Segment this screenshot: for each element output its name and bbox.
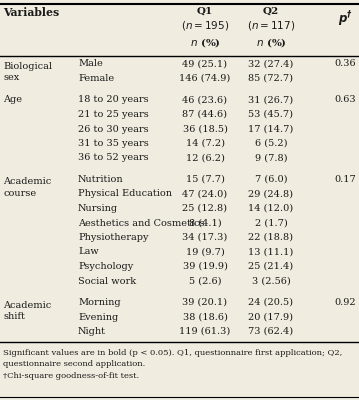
Text: 36 to 52 years: 36 to 52 years (78, 154, 149, 162)
Text: 39 (20.1): 39 (20.1) (182, 298, 228, 307)
Text: 53 (45.7): 53 (45.7) (248, 110, 294, 119)
Text: Variables: Variables (3, 7, 59, 18)
Text: 14 (12.0): 14 (12.0) (248, 204, 294, 213)
Text: 34 (17.3): 34 (17.3) (182, 233, 228, 242)
Text: 47 (24.0): 47 (24.0) (182, 190, 228, 198)
Text: 73 (62.4): 73 (62.4) (248, 327, 294, 336)
Text: 20 (17.9): 20 (17.9) (248, 312, 294, 322)
Text: 85 (72.7): 85 (72.7) (248, 74, 294, 83)
Text: 13 (11.1): 13 (11.1) (248, 248, 294, 256)
Text: Physical Education: Physical Education (78, 190, 172, 198)
Text: 146 (74.9): 146 (74.9) (180, 74, 230, 83)
Text: 6 (5.2): 6 (5.2) (255, 139, 287, 148)
Text: 22 (18.8): 22 (18.8) (248, 233, 294, 242)
Text: 36 (18.5): 36 (18.5) (183, 124, 228, 134)
Text: 46 (23.6): 46 (23.6) (182, 96, 228, 104)
Text: 31 to 35 years: 31 to 35 years (78, 139, 149, 148)
Text: 24 (20.5): 24 (20.5) (248, 298, 294, 307)
Text: 8 (4.1): 8 (4.1) (189, 218, 221, 228)
Text: 0.92: 0.92 (334, 298, 356, 307)
Text: 19 (9.7): 19 (9.7) (186, 248, 224, 256)
Text: 9 (7.8): 9 (7.8) (255, 154, 287, 162)
Text: Female: Female (78, 74, 114, 83)
Text: †Chi-square goodness-of-fit test.: †Chi-square goodness-of-fit test. (3, 372, 139, 380)
Text: 39 (19.9): 39 (19.9) (183, 262, 228, 271)
Text: Social work: Social work (78, 276, 136, 286)
Text: 26 to 30 years: 26 to 30 years (78, 124, 149, 134)
Text: 21 to 25 years: 21 to 25 years (78, 110, 149, 119)
Text: 14 (7.2): 14 (7.2) (186, 139, 224, 148)
Text: 0.63: 0.63 (334, 96, 356, 104)
Text: 5 (2.6): 5 (2.6) (189, 276, 221, 286)
Text: Biological
sex: Biological sex (3, 62, 52, 82)
Text: 3 (2.56): 3 (2.56) (252, 276, 290, 286)
Text: Law: Law (78, 248, 99, 256)
Text: Q2
$(n = 117)$
$n$ (%): Q2 $(n = 117)$ $n$ (%) (247, 7, 295, 48)
Text: 29 (24.8): 29 (24.8) (248, 190, 294, 198)
Text: Physiotherapy: Physiotherapy (78, 233, 149, 242)
Text: Night: Night (78, 327, 106, 336)
Text: Academic
shift: Academic shift (3, 300, 51, 321)
Text: Aesthetics and Cosmetics: Aesthetics and Cosmetics (78, 218, 205, 228)
Text: Age: Age (3, 96, 22, 104)
Text: 119 (61.3): 119 (61.3) (180, 327, 230, 336)
Text: $\bfit{p}^{\dagger}$: $\bfit{p}^{\dagger}$ (337, 9, 353, 29)
Text: questionnaire second application.: questionnaire second application. (3, 360, 145, 368)
Text: 12 (6.2): 12 (6.2) (186, 154, 224, 162)
Text: 0.17: 0.17 (334, 175, 356, 184)
Text: 17 (14.7): 17 (14.7) (248, 124, 294, 134)
Text: 87 (44.6): 87 (44.6) (182, 110, 228, 119)
Text: Morning: Morning (78, 298, 121, 307)
Text: Significant values are in bold (p < 0.05). Q1, questionnaire first application; : Significant values are in bold (p < 0.05… (3, 349, 342, 357)
Text: 38 (18.6): 38 (18.6) (183, 312, 228, 322)
Text: Academic
course: Academic course (3, 178, 51, 198)
Text: Q1
$(n = 195)$
$n$ (%): Q1 $(n = 195)$ $n$ (%) (181, 7, 229, 48)
Text: 25 (21.4): 25 (21.4) (248, 262, 294, 271)
Text: 7 (6.0): 7 (6.0) (255, 175, 287, 184)
Text: 49 (25.1): 49 (25.1) (182, 60, 228, 68)
Text: Male: Male (78, 60, 103, 68)
Text: 0.36: 0.36 (334, 60, 356, 68)
Text: 2 (1.7): 2 (1.7) (255, 218, 287, 228)
Text: 32 (27.4): 32 (27.4) (248, 60, 294, 68)
Text: Psychology: Psychology (78, 262, 133, 271)
Text: 15 (7.7): 15 (7.7) (186, 175, 224, 184)
Text: 25 (12.8): 25 (12.8) (182, 204, 228, 213)
Text: 31 (26.7): 31 (26.7) (248, 96, 294, 104)
Text: 18 to 20 years: 18 to 20 years (78, 96, 149, 104)
Text: Nursing: Nursing (78, 204, 118, 213)
Text: Evening: Evening (78, 312, 118, 322)
Text: Nutrition: Nutrition (78, 175, 123, 184)
